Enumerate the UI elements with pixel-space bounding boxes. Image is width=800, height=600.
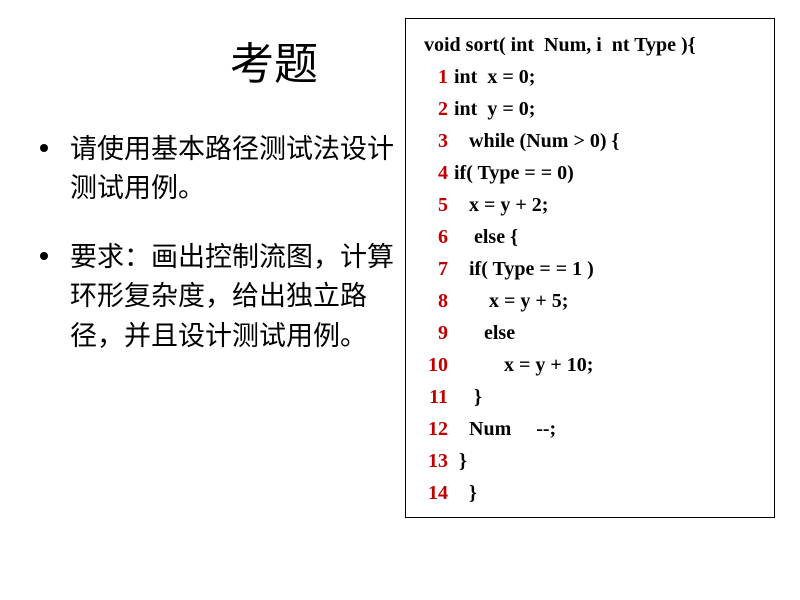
code-text: }: [454, 381, 482, 413]
line-number: 13: [414, 445, 448, 477]
line-number: 5: [414, 189, 448, 221]
code-line: 2 int y = 0;: [414, 93, 766, 125]
code-text: }: [454, 477, 477, 509]
line-number: 14: [414, 477, 448, 509]
code-line: 3 while (Num > 0) {: [414, 125, 766, 157]
line-number: 1: [414, 61, 448, 93]
code-text: void sort( int Num, i nt Type ){: [424, 29, 696, 61]
code-text: while (Num > 0) {: [454, 125, 619, 157]
code-line: 9 else: [414, 317, 766, 349]
code-line: 7 if( Type = = 1 ): [414, 253, 766, 285]
line-number: 2: [414, 93, 448, 125]
code-text: Num --;: [454, 413, 556, 445]
code-line: 6 else {: [414, 221, 766, 253]
code-signature: void sort( int Num, i nt Type ){: [424, 29, 766, 61]
code-text: else: [454, 317, 515, 349]
code-text: x = y + 5;: [454, 285, 568, 317]
code-text: x = y + 10;: [454, 349, 593, 381]
code-line: 12 Num --;: [414, 413, 766, 445]
line-number: 4: [414, 157, 448, 189]
code-text: int y = 0;: [454, 93, 535, 125]
code-line: 10 x = y + 10;: [414, 349, 766, 381]
body-text: 请使用基本路径测试法设计测试用例。 要求：画出控制流图，计算环形复杂度，给出独立…: [40, 130, 400, 386]
line-number: 10: [414, 349, 448, 381]
code-line: 5 x = y + 2;: [414, 189, 766, 221]
code-line: 11 }: [414, 381, 766, 413]
line-number: 7: [414, 253, 448, 285]
line-number: 8: [414, 285, 448, 317]
code-box: void sort( int Num, i nt Type ){ 1 int x…: [405, 18, 775, 518]
code-line: 1 int x = 0;: [414, 61, 766, 93]
code-line: 13 }: [414, 445, 766, 477]
code-line: 8 x = y + 5;: [414, 285, 766, 317]
line-number: 11: [414, 381, 448, 413]
bullet-item: 请使用基本路径测试法设计测试用例。: [40, 130, 400, 208]
line-number: 12: [414, 413, 448, 445]
code-text: int x = 0;: [454, 61, 535, 93]
bullet-text: 请使用基本路径测试法设计测试用例。: [70, 130, 400, 208]
bullet-text: 要求：画出控制流图，计算环形复杂度，给出独立路径，并且设计测试用例。: [70, 238, 400, 355]
bullet-item: 要求：画出控制流图，计算环形复杂度，给出独立路径，并且设计测试用例。: [40, 238, 400, 355]
line-number: 9: [414, 317, 448, 349]
code-text: }: [454, 445, 467, 477]
bullet-dot-icon: [40, 252, 48, 260]
slide-title: 考题: [230, 28, 318, 92]
code-text: if( Type = = 1 ): [454, 253, 594, 285]
code-text: else {: [454, 221, 518, 253]
bullet-dot-icon: [40, 144, 48, 152]
code-text: x = y + 2;: [454, 189, 548, 221]
line-number: 6: [414, 221, 448, 253]
code-line: 14 }: [414, 477, 766, 509]
code-line: 4 if( Type = = 0): [414, 157, 766, 189]
slide: 考题 请使用基本路径测试法设计测试用例。 要求：画出控制流图，计算环形复杂度，给…: [0, 0, 800, 600]
line-number: 3: [414, 125, 448, 157]
code-text: if( Type = = 0): [454, 157, 574, 189]
